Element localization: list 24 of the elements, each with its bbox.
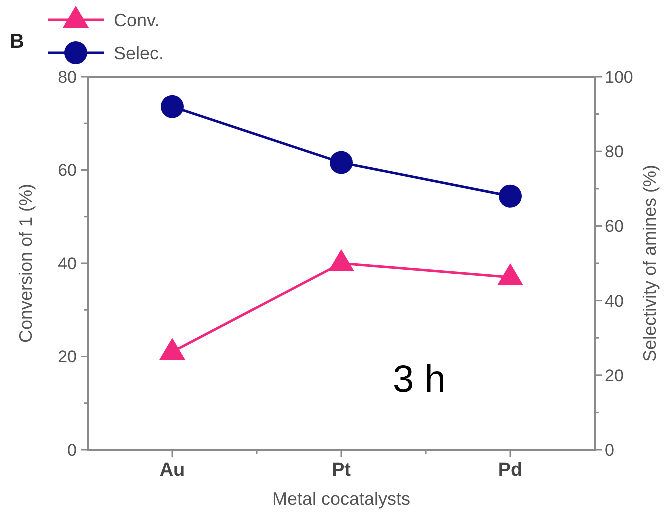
text: B	[10, 31, 24, 53]
point	[499, 184, 522, 208]
y-tick-label: 20	[58, 348, 77, 367]
legend-label: Conv.	[114, 10, 160, 30]
x-axis-title: Metal cocatalysts	[272, 489, 411, 509]
annotation: 3 h	[393, 359, 446, 401]
y-tick-label: 40	[58, 254, 77, 274]
y-axis-title: Conversion of 1 (%)	[16, 184, 36, 344]
y-tick-label: 80	[58, 68, 77, 87]
point	[161, 95, 184, 118]
y2-tick-label: 40	[605, 292, 624, 311]
x-tick-label: Au	[160, 460, 186, 481]
y2-tick-label: 100	[605, 68, 634, 87]
y2-axis-title: Selectivity of amines (%)	[640, 164, 660, 362]
y2-tick-label: 60	[605, 217, 624, 236]
x-tick-label: Pt	[332, 460, 352, 481]
point	[330, 151, 353, 174]
y-tick-label: 60	[58, 161, 77, 180]
y2-tick-label: 0	[605, 440, 614, 460]
x-tick-label: Pd	[498, 460, 523, 481]
y2-tick-label: 80	[605, 142, 624, 162]
y-tick-label: 0	[68, 440, 77, 460]
legend-label: Selec.	[114, 43, 164, 64]
y2-tick-label: 20	[605, 366, 624, 386]
